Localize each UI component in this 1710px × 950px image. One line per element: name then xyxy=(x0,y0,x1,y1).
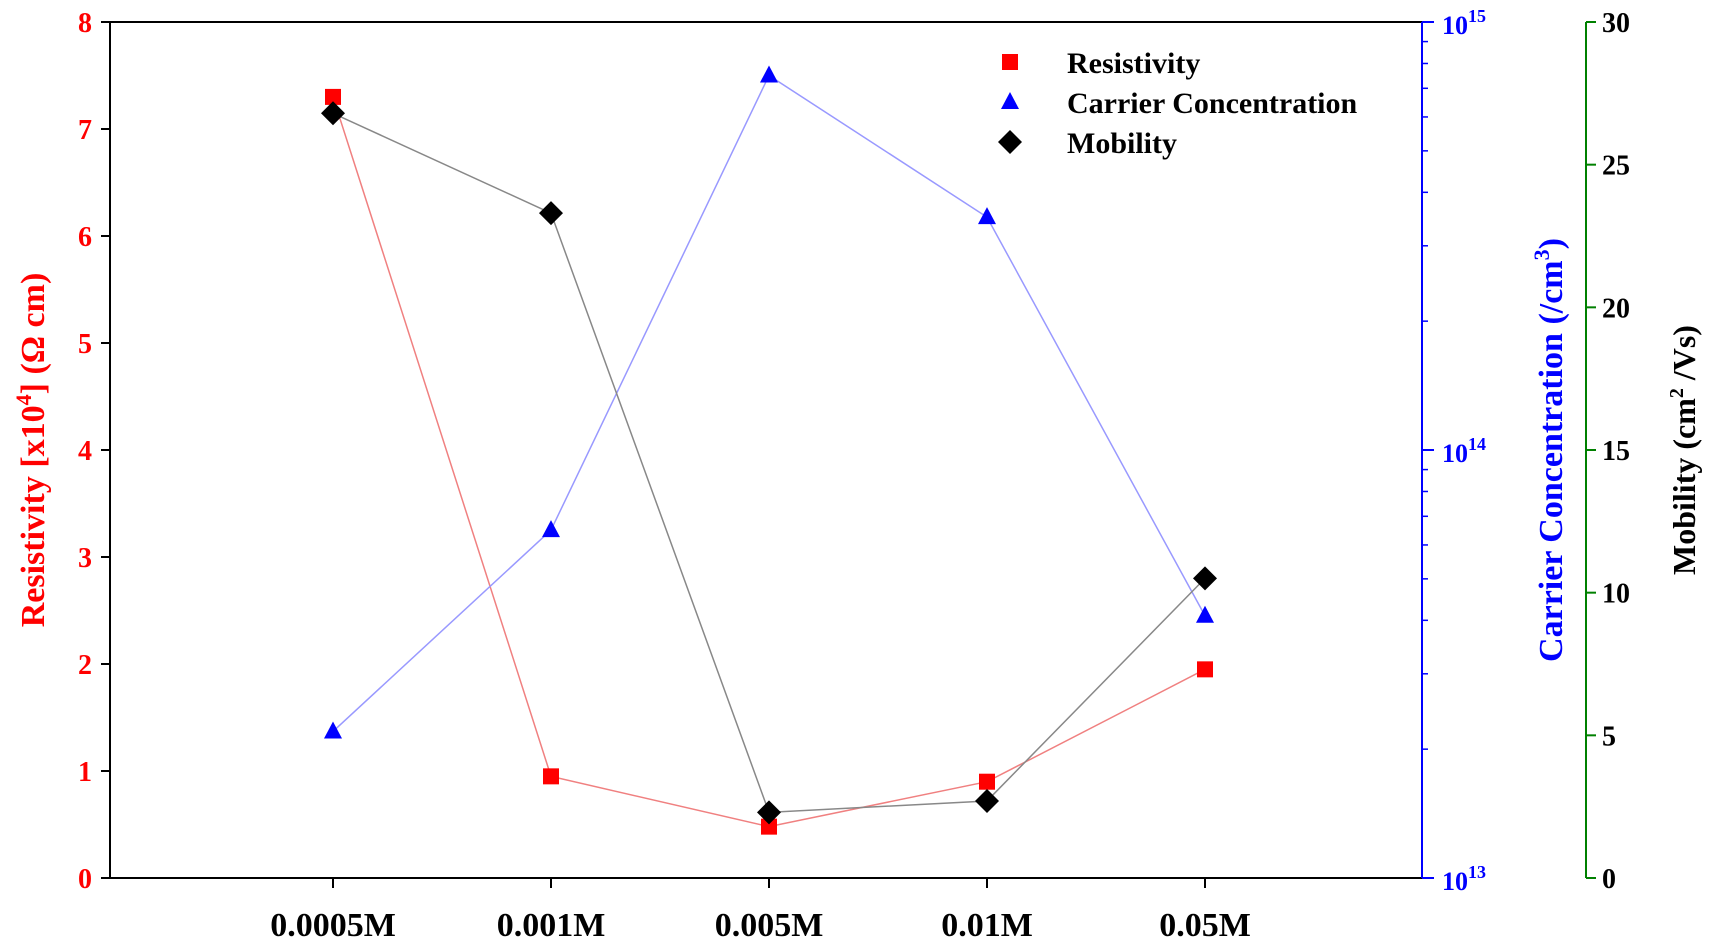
mobility-point xyxy=(1193,566,1217,591)
resistivity-point xyxy=(979,773,995,790)
left-tick-label: 8 xyxy=(78,8,92,39)
right-tick-exp: 13 xyxy=(1468,862,1486,882)
x-tick-label: 0.005M xyxy=(715,907,824,944)
far-right-tick-label: 5 xyxy=(1602,721,1616,752)
resistivity-point xyxy=(1197,661,1213,678)
carrier-concentration-point xyxy=(978,207,996,225)
right-tick-base: 10 xyxy=(1442,439,1468,468)
left-axis-title-tail: ] (Ω cm) xyxy=(15,273,52,395)
far-right-axis-title-tail: /Vs) xyxy=(1666,325,1702,388)
x-tick-label: 0.0005M xyxy=(270,907,396,944)
far-right-axis-title-sup: 2 xyxy=(1666,388,1688,398)
left-tick-label: 0 xyxy=(78,864,92,895)
x-tick-label: 0.05M xyxy=(1159,907,1251,944)
left-tick-label: 5 xyxy=(78,329,92,360)
carrier-concentration-point xyxy=(324,721,342,739)
left-tick-label: 3 xyxy=(78,543,92,574)
right-tick-label: 1013 xyxy=(1442,862,1486,896)
right-axis-title: Carrier Concentration (/cm3) xyxy=(1529,238,1570,662)
left-axis-title-sup: 4 xyxy=(11,394,36,405)
far-right-tick-label: 0 xyxy=(1602,864,1616,895)
legend-mobility-marker xyxy=(998,130,1022,154)
left-axis-title: Resistivity [x104] (Ω cm) xyxy=(11,273,52,628)
legend-resistivity-label: Resistivity xyxy=(1067,47,1200,80)
far-right-tick-label: 15 xyxy=(1602,436,1630,467)
mobility-line xyxy=(332,112,1206,814)
legend-resistivity-marker xyxy=(1002,54,1018,70)
right-tick-label: 1014 xyxy=(1442,434,1486,468)
legend: Resistivity Carrier Concentration Mobility xyxy=(998,47,1358,160)
right-tick-label: 1015 xyxy=(1442,6,1486,40)
resistivity-point xyxy=(761,818,777,835)
left-tick-label: 4 xyxy=(78,436,92,467)
mobility-point xyxy=(757,800,781,825)
resistivity-line xyxy=(332,96,1206,828)
legend-carrier-concentration-marker xyxy=(1001,92,1019,109)
right-axis-title-tail: ) xyxy=(1533,238,1570,249)
right-tick-base: 10 xyxy=(1442,11,1468,40)
legend-carrier-concentration-label: Carrier Concentration xyxy=(1067,87,1358,120)
right-axis-title-main: Carrier Concentration (/cm xyxy=(1533,260,1570,662)
far-right-tick-label: 25 xyxy=(1602,151,1630,182)
carrier-concentration-point xyxy=(760,65,778,83)
far-right-tick-label: 10 xyxy=(1602,579,1630,610)
right-tick-exp: 14 xyxy=(1468,434,1486,454)
mobility-point xyxy=(539,201,563,226)
carrier-concentration-point xyxy=(542,520,560,538)
far-right-tick-label: 30 xyxy=(1602,8,1630,39)
left-axis-title-main: Resistivity [x10 xyxy=(15,405,52,627)
resistivity-point xyxy=(325,88,341,105)
right-tick-base: 10 xyxy=(1442,867,1468,896)
far-right-axis-title-main: Mobility (cm xyxy=(1666,398,1702,575)
x-tick-label: 0.01M xyxy=(941,907,1033,944)
resistivity-point xyxy=(543,768,559,785)
mobility-point xyxy=(321,101,345,126)
left-tick-label: 2 xyxy=(78,650,92,681)
legend-mobility-label: Mobility xyxy=(1067,127,1177,160)
series-lines xyxy=(332,74,1206,828)
x-tick-label: 0.001M xyxy=(497,907,606,944)
mobility-point xyxy=(975,788,999,813)
series-markers xyxy=(321,65,1217,835)
far-right-axis-title: Mobility (cm2 /Vs) xyxy=(1666,325,1702,575)
far-right-tick-label: 20 xyxy=(1602,293,1630,324)
right-tick-exp: 15 xyxy=(1468,6,1486,26)
right-axis-title-sup: 3 xyxy=(1529,249,1554,260)
left-tick-label: 6 xyxy=(78,222,92,253)
carrier-concentration-point xyxy=(1196,605,1214,623)
left-tick-label: 7 xyxy=(78,115,92,146)
left-tick-label: 1 xyxy=(78,757,92,788)
